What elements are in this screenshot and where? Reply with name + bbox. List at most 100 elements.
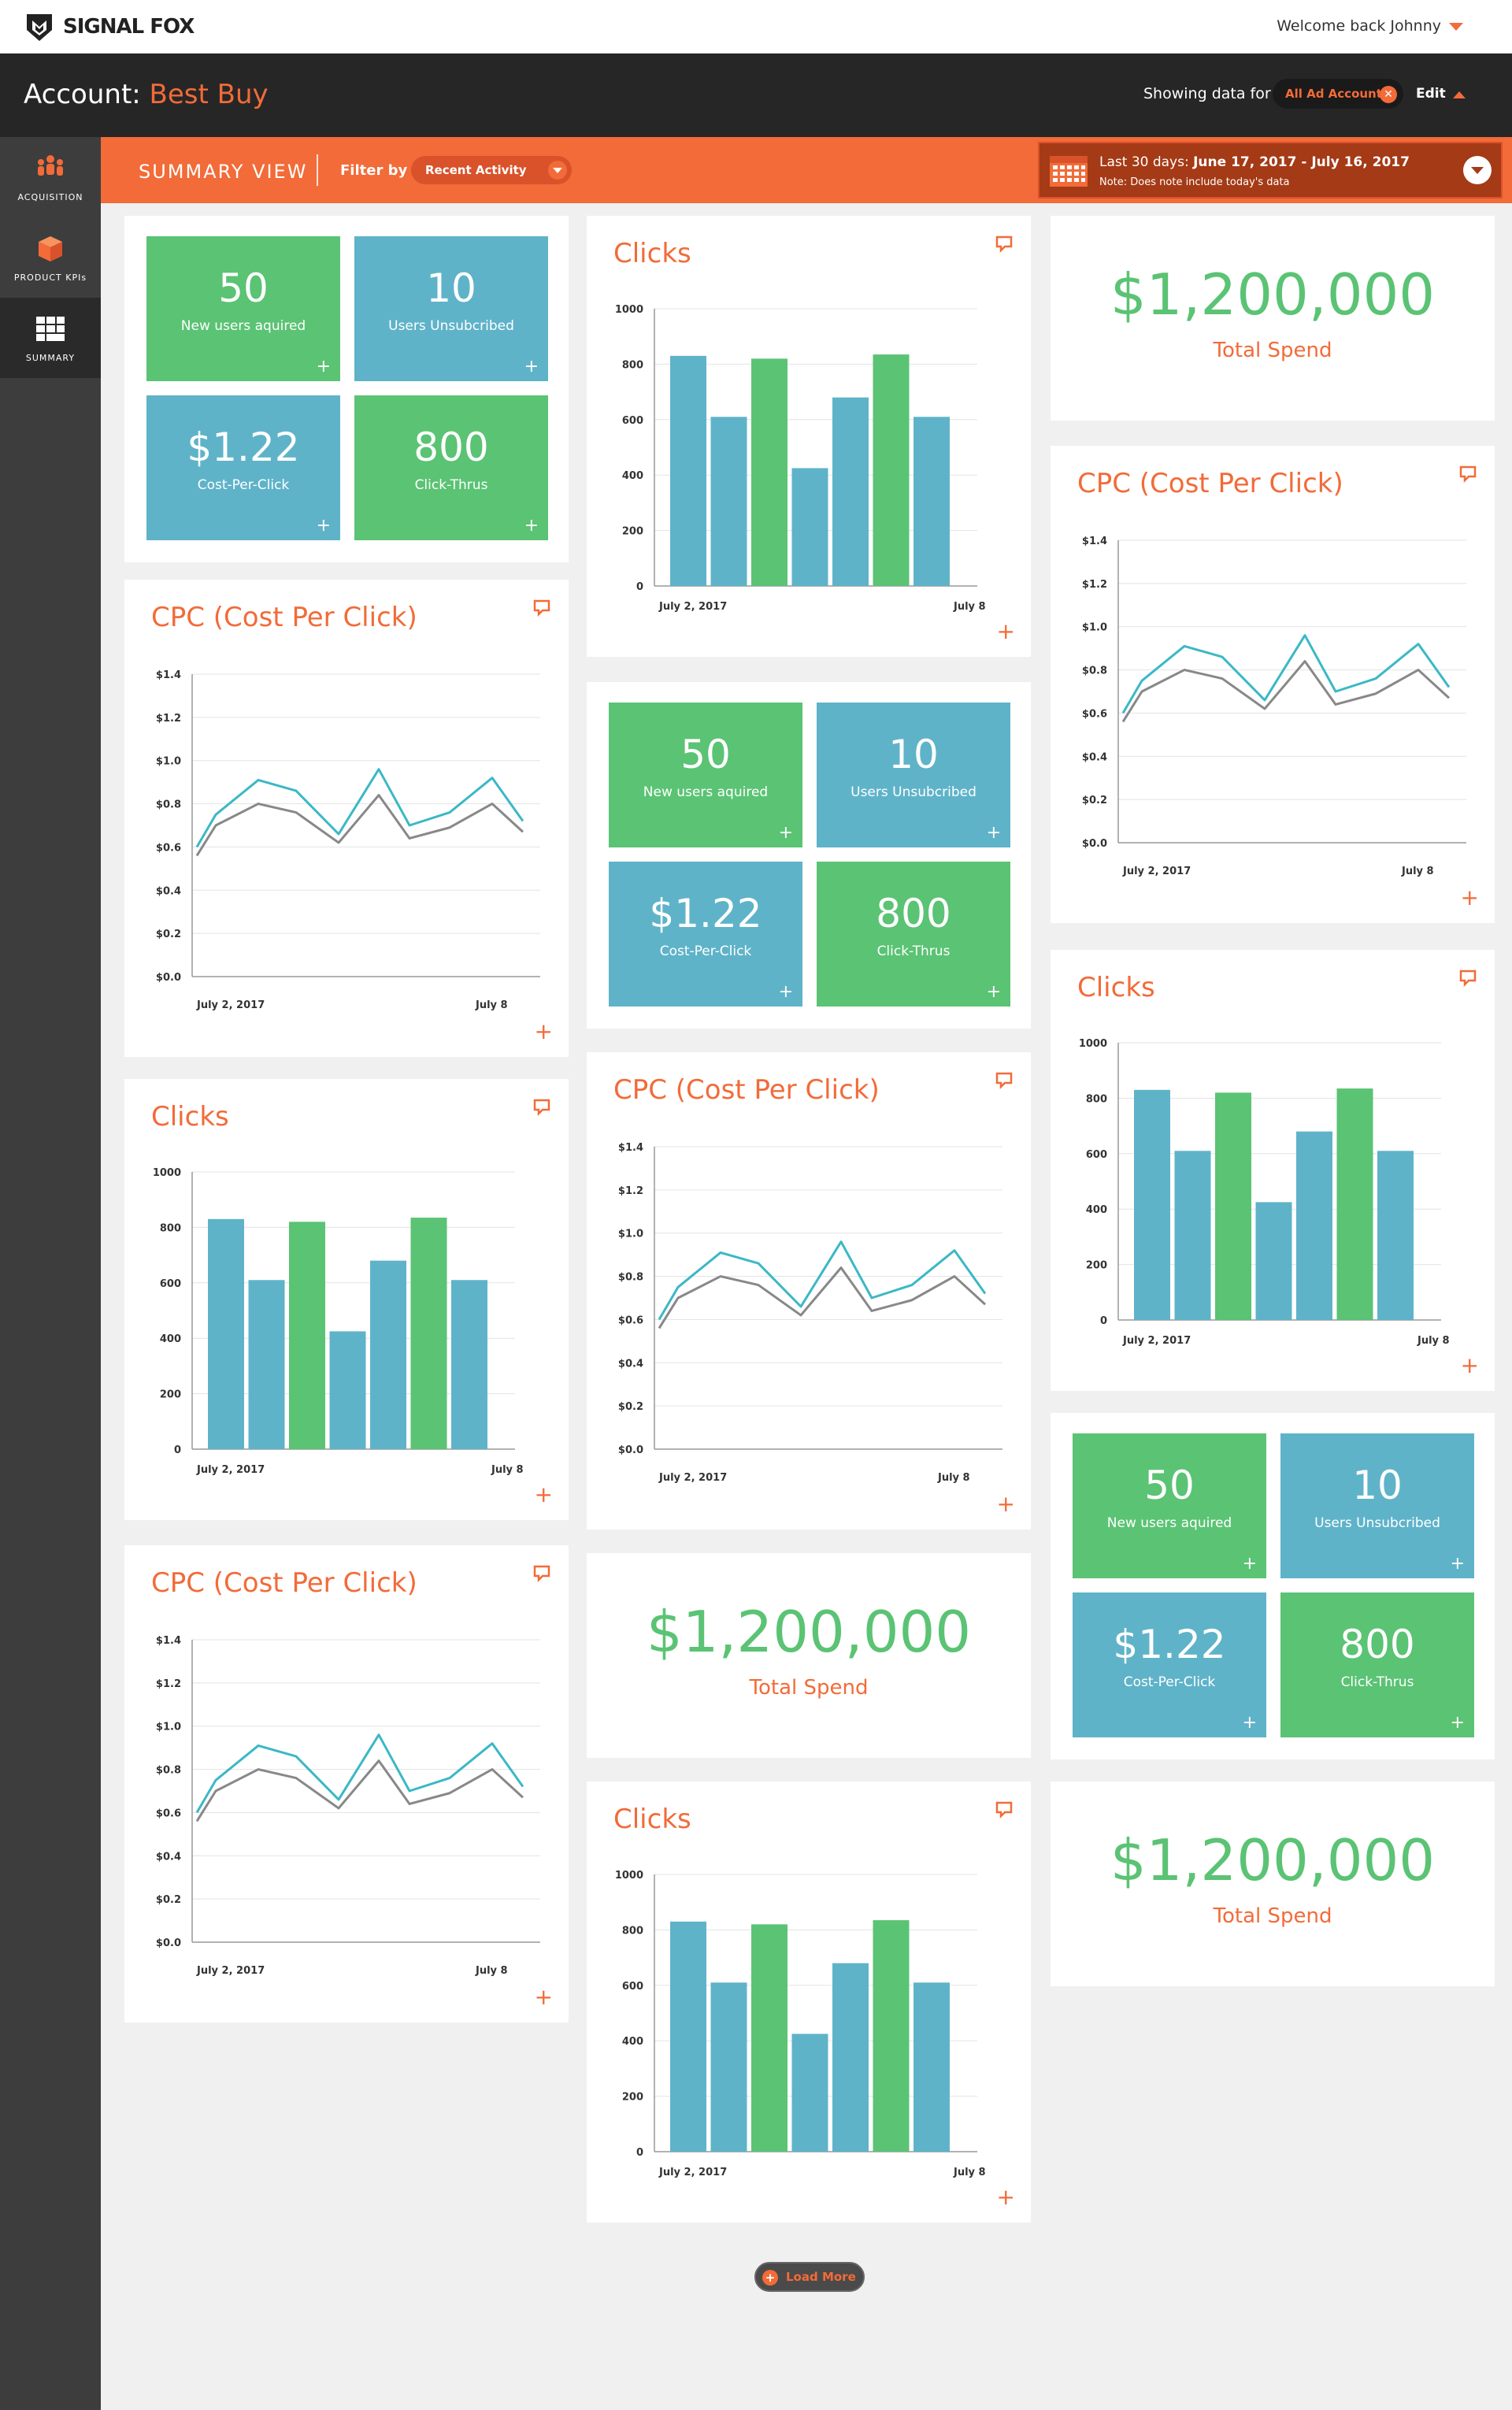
- x-tick-label: July 8: [953, 2167, 986, 2178]
- y-tick-label: 0: [636, 2147, 643, 2159]
- y-tick-label: 1000: [153, 1167, 181, 1179]
- y-tick-label: $1.4: [156, 1635, 181, 1647]
- bar: [1255, 1202, 1292, 1320]
- add-icon[interactable]: +: [1460, 884, 1479, 910]
- expand-icon[interactable]: [995, 235, 1014, 254]
- date-range-text: Last 30 days: June 17, 2017 - July 16, 2…: [1099, 154, 1410, 170]
- kpi-tile[interactable]: 10 Users Unsubcribed +: [1280, 1433, 1474, 1578]
- add-icon[interactable]: +: [1450, 1713, 1465, 1733]
- expand-icon[interactable]: [995, 1071, 1014, 1090]
- expand-icon[interactable]: [1458, 465, 1477, 484]
- date-range-box[interactable]: Last 30 days: June 17, 2017 - July 16, 2…: [1038, 142, 1503, 198]
- add-icon[interactable]: +: [996, 618, 1015, 644]
- add-icon[interactable]: +: [986, 823, 1001, 843]
- bar: [751, 1924, 788, 2152]
- y-tick-label: $0.0: [618, 1444, 643, 1456]
- sidebar-item-label: PRODUCT KPIs: [13, 273, 87, 283]
- sidebar-item-acquisition[interactable]: ACQUISITION: [0, 137, 101, 217]
- expand-icon[interactable]: [532, 1564, 551, 1583]
- y-tick-label: $1.0: [618, 1229, 643, 1240]
- y-tick-label: $0.4: [156, 885, 181, 897]
- brand-logo[interactable]: SIGNAL FOX: [24, 11, 195, 43]
- kpi-tile[interactable]: $1.22 Cost-Per-Click +: [146, 395, 340, 540]
- kpi-tile[interactable]: 800 Click-Thrus +: [1280, 1592, 1474, 1737]
- y-tick-label: 400: [622, 2036, 643, 2048]
- expand-icon[interactable]: [532, 1098, 551, 1117]
- expand-icon[interactable]: [995, 1800, 1014, 1819]
- kpi-tile[interactable]: $1.22 Cost-Per-Click +: [609, 862, 802, 1007]
- add-icon[interactable]: +: [996, 1491, 1015, 1517]
- add-icon[interactable]: +: [524, 516, 539, 536]
- add-icon[interactable]: +: [316, 516, 331, 536]
- kpi-tile[interactable]: 10 Users Unsubcribed +: [354, 236, 548, 381]
- add-icon[interactable]: +: [524, 357, 539, 376]
- grid-icon: [36, 317, 65, 341]
- y-tick-label: $0.2: [156, 1894, 181, 1906]
- y-tick-label: 400: [622, 470, 643, 482]
- date-dropdown-icon[interactable]: [1463, 156, 1492, 184]
- chevron-down-icon[interactable]: [548, 161, 567, 180]
- kpi-tile[interactable]: 50 New users aquired +: [146, 236, 340, 381]
- kpi-label: Users Unsubcribed: [1314, 1515, 1440, 1531]
- kpi-label: Cost-Per-Click: [659, 944, 752, 959]
- y-tick-label: $0.0: [156, 972, 181, 984]
- edit-button[interactable]: Edit: [1416, 86, 1446, 102]
- y-tick-label: $0.6: [1082, 708, 1107, 720]
- add-icon[interactable]: +: [316, 357, 331, 376]
- y-tick-label: $0.4: [156, 1851, 181, 1863]
- card-title: CPC (Cost Per Click): [151, 1567, 417, 1599]
- add-icon[interactable]: +: [534, 1018, 553, 1044]
- add-icon[interactable]: +: [1450, 1554, 1465, 1574]
- card-title: CPC (Cost Per Click): [151, 602, 417, 633]
- card-title: CPC (Cost Per Click): [1077, 468, 1343, 499]
- series-line: [195, 1759, 524, 1822]
- welcome-text[interactable]: Welcome back Johnny: [1277, 17, 1441, 35]
- account-name: Best Buy: [149, 79, 269, 110]
- sidebar-item-product-kpis[interactable]: PRODUCT KPIs: [0, 217, 101, 298]
- cpc-line-chart: $0.0 $0.2 $0.4 $0.6 $0.8 $1.0 $1.2 $1.4 July 2, …: [156, 1635, 540, 1977]
- brand-signal: SIGNAL: [63, 15, 144, 39]
- kpi-value: 800: [1340, 1622, 1415, 1667]
- bar: [410, 1218, 447, 1449]
- add-icon[interactable]: +: [1460, 1352, 1479, 1378]
- add-icon[interactable]: +: [778, 982, 793, 1002]
- remove-filter-icon[interactable]: ✕: [1380, 86, 1397, 103]
- brand-fox: FOX: [150, 15, 195, 39]
- add-icon[interactable]: +: [1242, 1713, 1257, 1733]
- kpi-tile[interactable]: $1.22 Cost-Per-Click +: [1073, 1592, 1266, 1737]
- expand-icon[interactable]: [1458, 969, 1477, 988]
- kpi-label: New users aquired: [180, 318, 306, 334]
- bar: [873, 354, 910, 586]
- user-menu-caret-icon[interactable]: [1449, 23, 1463, 31]
- filter-dropdown[interactable]: Recent Activity: [411, 156, 572, 184]
- kpi-tile[interactable]: 800 Click-Thrus +: [817, 862, 1010, 1007]
- bar: [289, 1222, 325, 1449]
- clicks-chart-card: Clicks 0 200 400 600 800 1000 July 2, 2017 July …: [587, 1782, 1031, 2223]
- y-tick-label: 800: [1086, 1093, 1107, 1105]
- y-tick-label: 0: [1100, 1315, 1107, 1327]
- x-tick-label: July 8: [1417, 1335, 1450, 1347]
- kpi-tile[interactable]: 50 New users aquired +: [1073, 1433, 1266, 1578]
- kpi-tile[interactable]: 10 Users Unsubcribed +: [817, 703, 1010, 847]
- add-icon[interactable]: +: [986, 982, 1001, 1002]
- expand-icon[interactable]: [532, 599, 551, 617]
- sidebar-item-summary[interactable]: SUMMARY: [0, 298, 101, 378]
- add-icon[interactable]: +: [778, 823, 793, 843]
- kpi-tile[interactable]: 50 New users aquired +: [609, 703, 802, 847]
- y-tick-label: $1.2: [1082, 579, 1107, 591]
- kpi-value: 50: [218, 265, 269, 311]
- kpi-tile[interactable]: 800 Click-Thrus +: [354, 395, 548, 540]
- bar: [370, 1260, 406, 1449]
- add-icon[interactable]: +: [534, 1984, 553, 2010]
- y-tick-label: $0.8: [156, 1765, 181, 1777]
- add-icon[interactable]: +: [534, 1481, 553, 1507]
- add-icon[interactable]: +: [996, 2184, 1015, 2210]
- add-icon[interactable]: +: [1242, 1554, 1257, 1574]
- edit-caret-icon[interactable]: [1453, 91, 1466, 98]
- ad-accounts-pill[interactable]: All Ad Accounts ✕: [1273, 79, 1403, 109]
- y-tick-label: 600: [622, 415, 643, 427]
- load-more-button[interactable]: + Load More: [754, 2262, 865, 2292]
- kpi-label: Click-Thrus: [876, 944, 951, 959]
- filter-label: Filter by: [340, 162, 408, 179]
- clicks-chart-card: Clicks 0 200 400 600 800 1000 July 2, 2017 July …: [587, 216, 1031, 657]
